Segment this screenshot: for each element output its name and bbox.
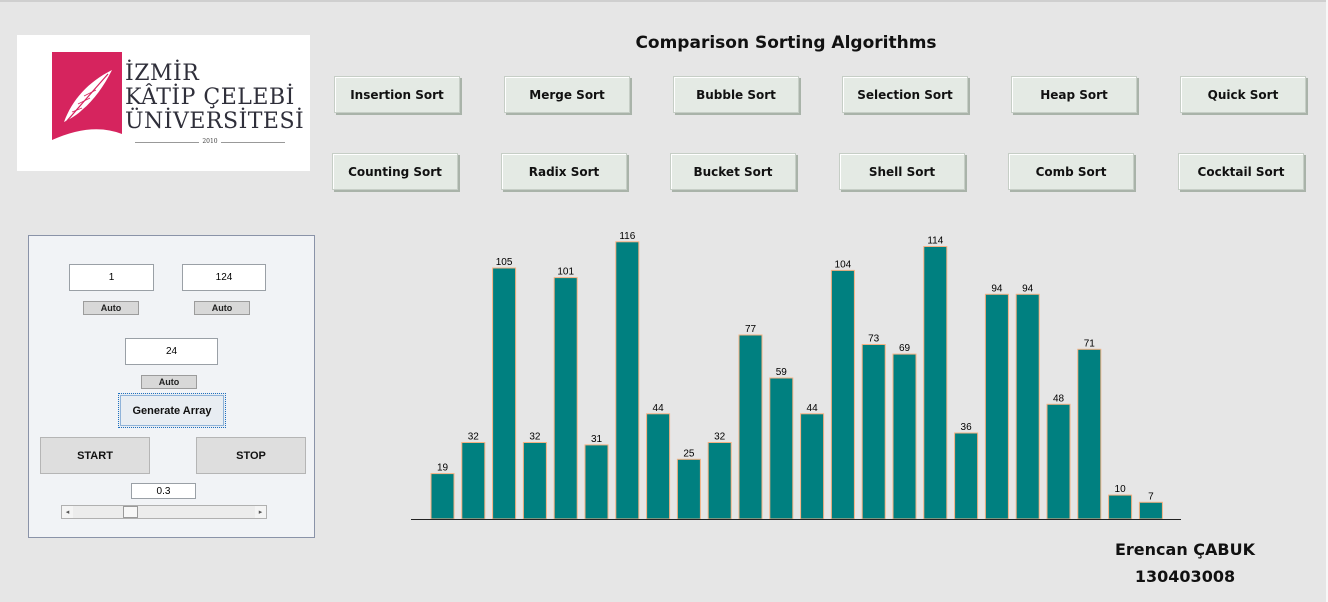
slider-thumb[interactable]: [123, 506, 139, 518]
chart-bar-label: 94: [991, 283, 1003, 294]
chart-bar: [430, 473, 455, 520]
window-top-border: [0, 0, 1328, 2]
slider-right-arrow-icon[interactable]: ▸: [255, 506, 266, 518]
chart-bar-label: 104: [835, 259, 852, 270]
chart-bar-label: 116: [619, 231, 635, 242]
chart-bar-label: 94: [1022, 283, 1034, 294]
logo-line-2: KÂTİP ÇELEBİ: [125, 85, 295, 110]
size-auto-button[interactable]: Auto: [141, 375, 197, 389]
chart-bar: [1015, 293, 1040, 520]
chart-bar-label: 59: [776, 367, 788, 378]
chart-bar-label: 31: [591, 434, 603, 445]
start-button[interactable]: START: [40, 437, 150, 474]
heap-sort-button[interactable]: Heap Sort: [1011, 76, 1137, 113]
max-value-input[interactable]: [182, 264, 266, 291]
control-panel: Auto Auto Auto Generate Array START STOP…: [28, 235, 315, 538]
university-name: İZMİR KÂTİP ÇELEBİ ÜNİVERSİTESİ: [125, 62, 304, 134]
counting-sort-button[interactable]: Counting Sort: [332, 153, 458, 190]
merge-sort-button[interactable]: Merge Sort: [504, 76, 630, 113]
chart-bar: [984, 293, 1009, 520]
chart-bar: [954, 432, 979, 520]
generate-array-button[interactable]: Generate Array: [118, 393, 226, 428]
feather-shield-icon: [52, 52, 122, 140]
chart-bar: [461, 442, 486, 520]
chart-bar-label: 44: [807, 403, 819, 414]
chart-bar-label: 69: [899, 343, 911, 354]
chart-bar: [830, 269, 855, 520]
chart-bar: [923, 246, 948, 520]
chart-bar: [892, 353, 917, 520]
chart-bar: [769, 377, 794, 520]
chart-bar-label: 25: [683, 448, 695, 459]
chart-bar: [646, 413, 671, 520]
chart-bar-label: 77: [745, 324, 757, 335]
chart-bar: [615, 241, 640, 520]
cocktail-sort-button[interactable]: Cocktail Sort: [1178, 153, 1304, 190]
stop-button[interactable]: STOP: [196, 437, 306, 474]
min-auto-button[interactable]: Auto: [83, 301, 139, 315]
author-id: 130403008: [1134, 567, 1236, 586]
chart-bar-label: 7: [1148, 491, 1154, 502]
chart-bar: [676, 458, 701, 520]
array-size-input[interactable]: [125, 338, 218, 365]
chart-bar: [707, 442, 732, 520]
comb-sort-button[interactable]: Comb Sort: [1008, 153, 1134, 190]
chart-bar-label: 114: [927, 236, 943, 247]
chart-bar-label: 32: [714, 432, 726, 443]
chart-bar: [553, 277, 578, 520]
chart-bar-label: 32: [529, 432, 541, 443]
chart-bar-label: 73: [868, 334, 880, 345]
logo-year-text: 2010: [199, 138, 221, 145]
chart-bar-label: 44: [653, 403, 665, 414]
shell-sort-button[interactable]: Shell Sort: [839, 153, 965, 190]
speed-slider[interactable]: ◂ ▸: [61, 505, 267, 519]
author-name: Erencan ÇABUK: [1114, 540, 1255, 559]
window-right-border: [1326, 0, 1328, 602]
radix-sort-button[interactable]: Radix Sort: [501, 153, 627, 190]
chart-bar-label: 71: [1084, 338, 1096, 349]
selection-sort-button[interactable]: Selection Sort: [842, 76, 968, 113]
slider-left-arrow-icon[interactable]: ◂: [62, 506, 73, 518]
speed-input[interactable]: [131, 483, 196, 499]
chart-bar-label: 105: [496, 257, 513, 268]
chart-bar: [1108, 494, 1133, 520]
chart-bar: [492, 267, 517, 520]
chart-bar-label: 48: [1053, 393, 1065, 404]
chart-bar-label: 36: [961, 422, 973, 433]
university-logo: İZMİR KÂTİP ÇELEBİ ÜNİVERSİTESİ 2010: [17, 35, 310, 171]
chart-bars: 19 32 105 32 101 31 116 44 25 32 77 59 44 104 73 69 114 3…: [430, 231, 1163, 520]
max-auto-button[interactable]: Auto: [194, 301, 250, 315]
bucket-sort-button[interactable]: Bucket Sort: [670, 153, 796, 190]
logo-line-1: İZMİR: [125, 61, 200, 86]
logo-line-3: ÜNİVERSİTESİ: [125, 109, 305, 134]
chart-bar: [1138, 501, 1163, 520]
bubble-sort-button[interactable]: Bubble Sort: [673, 76, 799, 113]
chart-bar: [1077, 348, 1102, 520]
chart-bar: [584, 444, 609, 520]
chart-bar: [738, 334, 763, 520]
chart-bar-label: 19: [437, 463, 449, 474]
min-value-input[interactable]: [69, 264, 154, 291]
quick-sort-button[interactable]: Quick Sort: [1180, 76, 1306, 113]
chart-bar-label: 32: [468, 432, 480, 443]
chart-bar: [1046, 403, 1071, 520]
insertion-sort-button[interactable]: Insertion Sort: [334, 76, 460, 113]
chart-bar-label: 10: [1115, 484, 1127, 495]
chart-bar: [800, 413, 825, 520]
chart-bar-label: 101: [557, 267, 574, 278]
logo-year: 2010: [135, 138, 285, 148]
chart-bar: [522, 442, 547, 520]
chart-bar: [861, 344, 886, 520]
page-title: Comparison Sorting Algorithms: [635, 33, 937, 53]
